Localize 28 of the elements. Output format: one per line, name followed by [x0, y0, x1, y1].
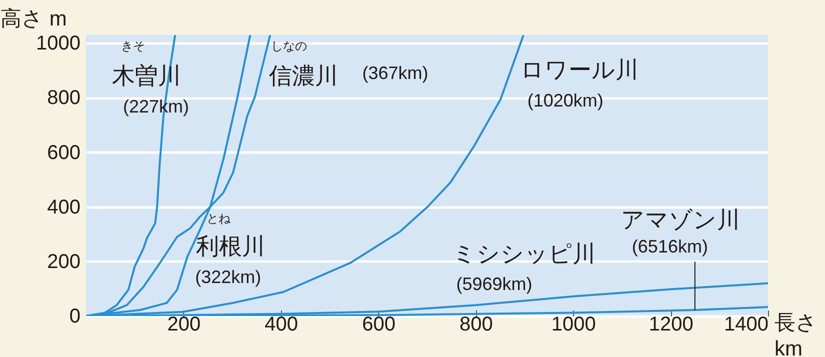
annotation: (5969km)	[456, 274, 532, 294]
annotation: (6516km)	[632, 236, 708, 257]
annotation: (322km)	[195, 266, 262, 287]
annotation: しなの	[271, 39, 308, 54]
annotation: きそ	[121, 39, 146, 54]
y-tick-label: 400	[47, 196, 80, 218]
y-tick-label: 800	[47, 87, 80, 110]
y-axis-title: 高さ m	[0, 8, 67, 30]
x-axis-title: 長さ km	[774, 312, 818, 357]
series-label: 利根川	[196, 232, 266, 259]
x-tick-label: 200	[167, 314, 201, 336]
annotation: (1020km)	[527, 90, 604, 110]
x-tick-label: 600	[362, 314, 396, 336]
annotation: (367km)	[362, 63, 428, 84]
y-tick-label: 0	[69, 306, 80, 328]
x-tick-label: 800	[460, 314, 493, 336]
y-tick-label: 1000	[36, 32, 80, 55]
y-tick-label: 600	[47, 142, 80, 164]
text: アマゾン川	[620, 206, 740, 233]
series-label: ミシシッピ川	[452, 240, 596, 267]
series-label: ロワール川	[520, 56, 639, 82]
x-tick-label: 400	[264, 314, 298, 336]
series-label: 信濃川	[269, 62, 338, 88]
y-tick-label: 200	[47, 250, 80, 273]
x-tick-label: 1400	[724, 314, 768, 336]
annotation: とね	[206, 211, 232, 226]
x-tick-label: 1200	[648, 314, 694, 336]
x-tick-label: 1000	[551, 314, 596, 336]
